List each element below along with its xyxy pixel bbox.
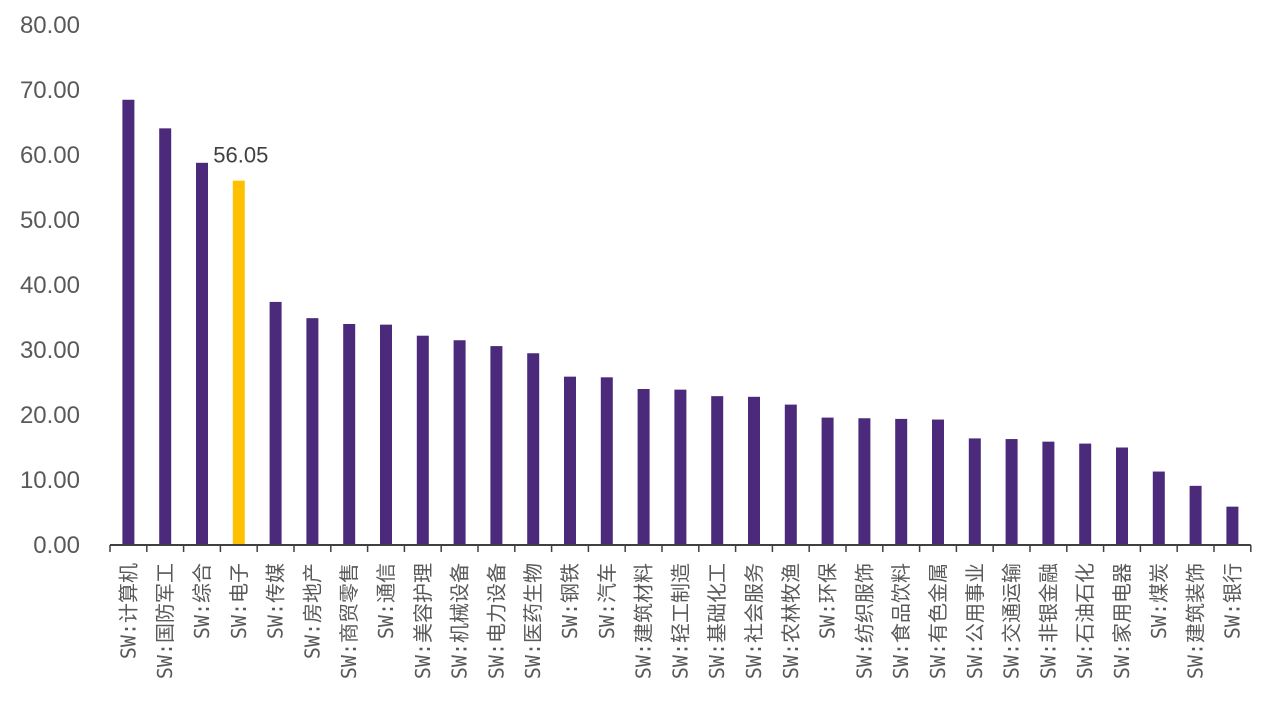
bar [1116, 447, 1128, 545]
y-tick-label: 40.00 [20, 272, 80, 299]
bar [122, 99, 135, 545]
x-tick-label: SW:家用电器 [1110, 563, 1134, 679]
x-tick-label: SW:社会服务 [742, 563, 766, 679]
bar [600, 377, 613, 545]
x-tick-label: SW:食品饮料 [889, 563, 913, 679]
x-tick-label: SW:综合 [190, 563, 214, 639]
x-tick-label: SW:公用事业 [963, 563, 987, 679]
x-tick-label: SW:银行 [1220, 563, 1244, 639]
bar [564, 376, 576, 545]
y-tick-label: 0.00 [33, 532, 80, 559]
bar [895, 418, 908, 545]
x-tick-label: SW:房地产 [300, 563, 324, 659]
bar [1226, 506, 1239, 545]
bar [821, 417, 834, 545]
y-tick-label: 30.00 [20, 337, 80, 364]
bar [748, 396, 760, 545]
x-tick-label: SW:有色金属 [926, 563, 950, 679]
x-tick-label: SW:煤炭 [1147, 563, 1171, 639]
bar [784, 404, 797, 545]
x-tick-label: SW:国防军工 [153, 563, 177, 679]
x-tick-label: SW:交通运输 [1000, 563, 1024, 679]
bar [453, 340, 466, 545]
bar [159, 128, 172, 545]
bar [1152, 471, 1165, 545]
bar [1005, 439, 1018, 545]
x-tick-label: SW:电力设备 [484, 563, 508, 679]
x-tick-label: SW:纺织服饰 [852, 563, 876, 679]
x-tick-label: SW:计算机 [116, 563, 140, 659]
x-tick-label: SW:建筑装饰 [1184, 563, 1208, 679]
x-tick-label: SW:商贸零售 [337, 563, 361, 679]
y-tick-label: 80.00 [20, 12, 80, 39]
bar [196, 162, 208, 546]
x-tick-label: SW:石油石化 [1073, 563, 1097, 679]
x-tick-label: SW:基础化工 [705, 563, 729, 679]
bar [527, 353, 540, 545]
bar [416, 335, 429, 545]
x-tick-label: SW:电子 [227, 563, 251, 639]
y-tick-label: 60.00 [20, 142, 80, 169]
bar [1079, 443, 1092, 545]
y-tick-label: 70.00 [20, 77, 80, 104]
bar [674, 389, 687, 545]
bar [1189, 485, 1202, 545]
bar [306, 318, 319, 545]
x-tick-label: SW:环保 [816, 563, 840, 639]
y-tick-label: 50.00 [20, 207, 80, 234]
x-tick-label: SW:非银金融 [1036, 563, 1060, 679]
bar [637, 389, 650, 545]
x-tick-label: SW:机械设备 [448, 563, 472, 679]
bar [1042, 441, 1055, 545]
x-tick-label: SW:钢铁 [558, 563, 582, 639]
data-label: 56.05 [213, 143, 268, 168]
bar [968, 438, 981, 545]
x-tick-label: SW:医药生物 [521, 563, 545, 679]
x-tick-label: SW:汽车 [595, 563, 619, 639]
bar [711, 396, 724, 545]
bar [490, 346, 503, 545]
y-tick-label: 20.00 [20, 402, 80, 429]
bar [343, 324, 356, 545]
x-tick-label: SW:通信 [374, 563, 398, 639]
x-tick-label: SW:传媒 [264, 563, 288, 639]
x-tick-label: SW:农林牧渔 [779, 563, 803, 679]
y-tick-label: 10.00 [20, 467, 80, 494]
bar [380, 324, 392, 545]
x-tick-label: SW:建筑材料 [632, 563, 656, 679]
bar [858, 418, 871, 545]
bar [269, 301, 282, 545]
x-tick-label: SW:轻工制造 [668, 563, 692, 679]
bar [232, 180, 245, 546]
bar [932, 419, 944, 545]
x-tick-label: SW:美容护理 [411, 563, 435, 679]
